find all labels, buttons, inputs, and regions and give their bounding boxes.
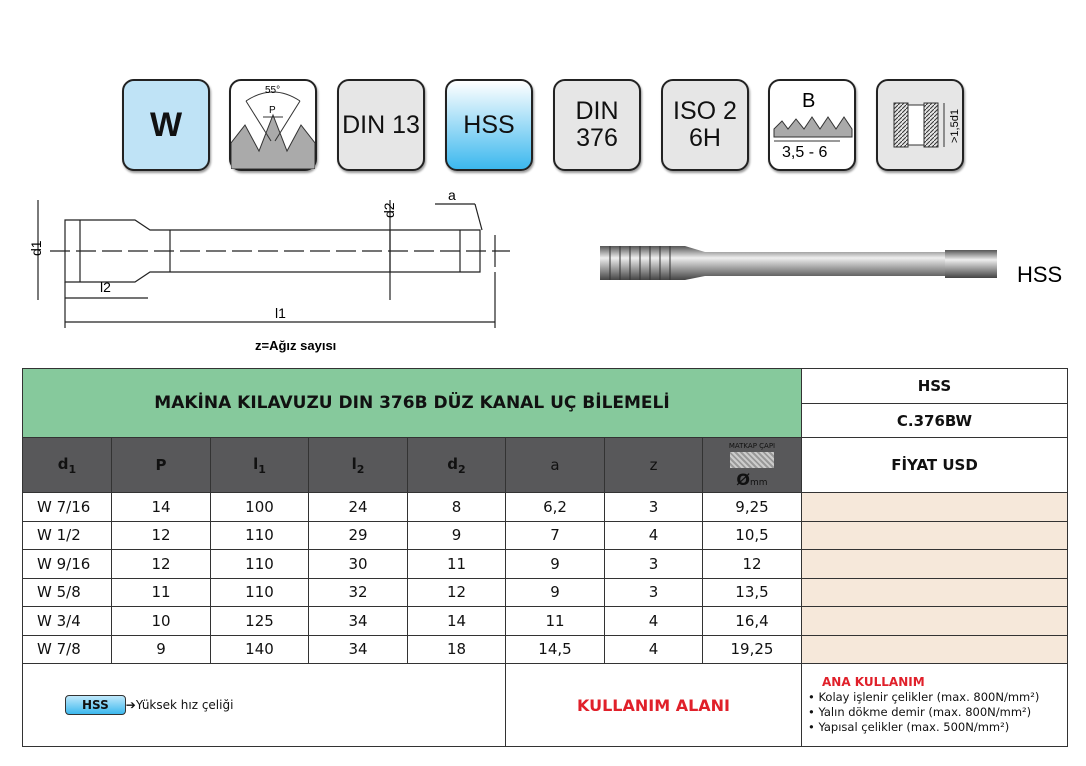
table-cell: 11 xyxy=(111,577,211,607)
svg-text:3,5 - 6: 3,5 - 6 xyxy=(782,144,827,161)
photo-material-label: HSS xyxy=(1017,262,1063,287)
legend-cell: HSS ➔Yüksek hız çeliği xyxy=(22,663,506,747)
table-cell: 12 xyxy=(407,577,506,607)
table-cell: 100 xyxy=(210,492,309,522)
table-row: W 5/8 11 110 32 12 9 3 13,5 xyxy=(22,577,1068,607)
table-cell: 11 xyxy=(505,606,605,636)
table-cell: 3 xyxy=(604,492,703,522)
table-row: W 7/16 14 100 24 8 6,2 3 9,25 xyxy=(22,492,1068,522)
tap-photo xyxy=(600,246,997,280)
main-use-cell: ANA KULLANIM • Kolay işlenir çelikler (m… xyxy=(801,663,1068,747)
drill-icon xyxy=(730,451,774,468)
table-cell: 12 xyxy=(111,520,211,550)
hss-legend-badge: HSS xyxy=(65,695,126,715)
column-header-row: d1 P l1 l2 d2 a z MATKAP ÇAPI Ømm FİYAT U… xyxy=(22,437,1068,493)
svg-text:l1: l1 xyxy=(275,305,286,321)
table-cell: 24 xyxy=(308,492,408,522)
svg-text:z=Ağız sayısı: z=Ağız sayısı xyxy=(255,338,336,353)
table-title: MAKİNA KILAVUZU DIN 376B DÜZ KANAL UÇ Bİ… xyxy=(22,368,802,438)
table-cell: 9 xyxy=(505,577,605,607)
table-cell: 14,5 xyxy=(505,634,605,664)
table-cell: 8 xyxy=(407,492,506,522)
material-header: HSS xyxy=(801,368,1068,404)
din13-icon: DIN 13 xyxy=(337,79,425,171)
table-cell: 9 xyxy=(407,520,506,550)
usage-title: KULLANIM ALANI xyxy=(505,663,802,747)
table-cell: 9 xyxy=(505,549,605,579)
price-cell[interactable] xyxy=(801,634,1068,664)
thread-depth-icon: >1,5d1 xyxy=(876,79,964,171)
table-cell: 14 xyxy=(407,606,506,636)
table-cell: W 5/8 xyxy=(22,577,112,607)
table-cell: 110 xyxy=(210,549,309,579)
price-cell[interactable] xyxy=(801,577,1068,607)
table-cell: 19,25 xyxy=(702,634,802,664)
product-code: C.376BW xyxy=(801,403,1068,438)
table-cell: 18 xyxy=(407,634,506,664)
table-cell: 140 xyxy=(210,634,309,664)
table-cell: W 3/4 xyxy=(22,606,112,636)
hss-icon: HSS xyxy=(445,79,533,171)
table-row: W 3/4 10 125 34 14 11 4 16,4 xyxy=(22,606,1068,636)
drill-diameter-header: MATKAP ÇAPI Ømm xyxy=(702,437,802,493)
svg-text:a: a xyxy=(448,187,456,203)
table-row: W 9/16 12 110 30 11 9 3 12 xyxy=(22,549,1068,579)
table-cell: 29 xyxy=(308,520,408,550)
w-thread-icon: W xyxy=(122,79,210,171)
svg-text:P: P xyxy=(269,105,276,116)
table-cell: 12 xyxy=(702,549,802,579)
price-cell[interactable] xyxy=(801,549,1068,579)
price-cell[interactable] xyxy=(801,520,1068,550)
table-cell: W 9/16 xyxy=(22,549,112,579)
svg-text:d1: d1 xyxy=(28,240,44,256)
table-cell: 9 xyxy=(111,634,211,664)
table-cell: 11 xyxy=(407,549,506,579)
tap-technical-drawing: d1 d2 a l2 l1 z=Ağız sayısı xyxy=(28,187,510,353)
table-cell: 110 xyxy=(210,577,309,607)
table-cell: W 7/8 xyxy=(22,634,112,664)
table-cell: 3 xyxy=(604,549,703,579)
table-cell: W 1/2 xyxy=(22,520,112,550)
price-header: FİYAT USD xyxy=(801,437,1068,493)
table-cell: 10 xyxy=(111,606,211,636)
table-cell: 34 xyxy=(308,606,408,636)
table-cell: 32 xyxy=(308,577,408,607)
table-cell: 6,2 xyxy=(505,492,605,522)
svg-text:B: B xyxy=(802,90,815,112)
price-cell[interactable] xyxy=(801,606,1068,636)
table-cell: 4 xyxy=(604,520,703,550)
svg-text:55°: 55° xyxy=(265,85,280,96)
arrow-icon: ➔ xyxy=(125,698,136,712)
table-cell: 30 xyxy=(308,549,408,579)
din376-icon: DIN 376 xyxy=(553,79,641,171)
table-cell: 3 xyxy=(604,577,703,607)
table-cell: 14 xyxy=(111,492,211,522)
table-row: W 7/8 9 140 34 18 14,5 4 19,25 xyxy=(22,634,1068,664)
table-row: W 1/2 12 110 29 9 7 4 10,5 xyxy=(22,520,1068,550)
svg-text:l2: l2 xyxy=(100,279,111,295)
table-cell: 7 xyxy=(505,520,605,550)
table-cell: W 7/16 xyxy=(22,492,112,522)
table-cell: 4 xyxy=(604,606,703,636)
table-cell: 4 xyxy=(604,634,703,664)
table-cell: 125 xyxy=(210,606,309,636)
table-cell: 13,5 xyxy=(702,577,802,607)
iso-tolerance-icon: ISO 2 6H xyxy=(661,79,749,171)
table-cell: 16,4 xyxy=(702,606,802,636)
product-table: MAKİNA KILAVUZU DIN 376B DÜZ KANAL UÇ Bİ… xyxy=(22,368,1068,747)
table-cell: 12 xyxy=(111,549,211,579)
table-cell: 34 xyxy=(308,634,408,664)
table-cell: 10,5 xyxy=(702,520,802,550)
svg-text:d2: d2 xyxy=(381,202,397,218)
svg-text:>1,5d1: >1,5d1 xyxy=(949,109,961,143)
table-cell: 110 xyxy=(210,520,309,550)
table-cell: 9,25 xyxy=(702,492,802,522)
chamfer-icon: B 3,5 - 6 xyxy=(768,79,856,171)
thread-angle-icon: 55° P xyxy=(229,79,317,171)
price-cell[interactable] xyxy=(801,492,1068,522)
